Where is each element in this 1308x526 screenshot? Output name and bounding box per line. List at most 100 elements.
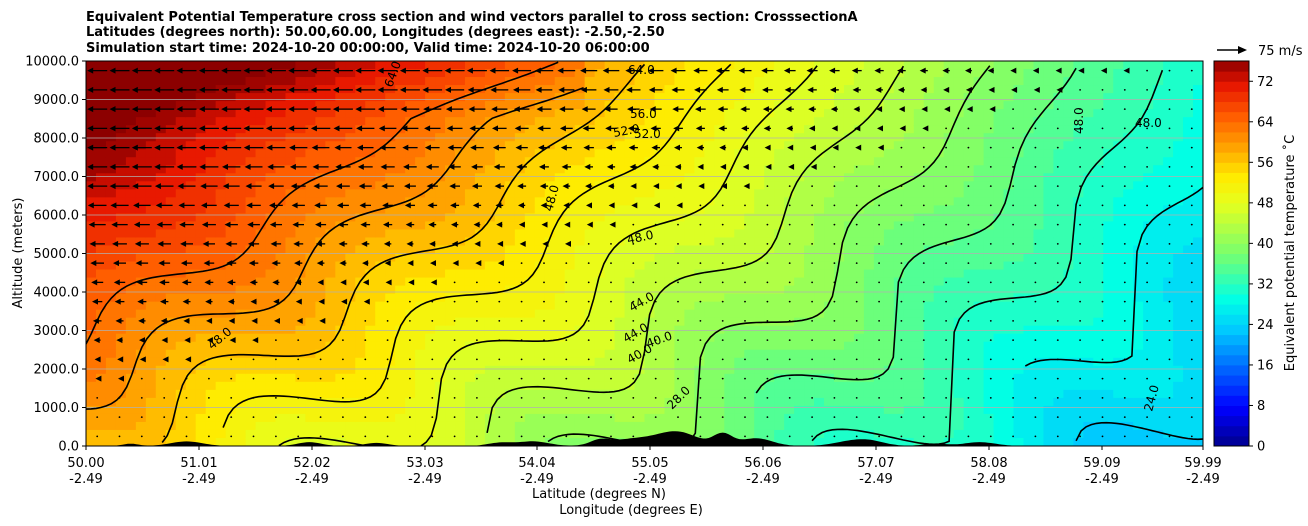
field-cell (165, 149, 177, 158)
field-cell (784, 229, 795, 239)
field-cell (86, 285, 97, 295)
field-cell (265, 165, 277, 174)
field-cell (275, 309, 287, 319)
field-cell (873, 405, 885, 415)
field-cell (624, 309, 636, 319)
field-cell (504, 173, 516, 182)
field-cell (345, 69, 356, 78)
field-cell (883, 389, 895, 399)
field-cell (415, 325, 426, 335)
field-cell (1043, 237, 1054, 247)
field-cell (754, 213, 765, 223)
field-cell (215, 269, 227, 279)
field-cell (105, 245, 117, 255)
field-cell (1073, 253, 1084, 263)
field-cell (634, 341, 646, 351)
field-cell (963, 189, 975, 198)
field-cell (435, 413, 446, 423)
field-cell (814, 61, 825, 70)
field-cell (584, 133, 596, 142)
field-cell (95, 69, 107, 78)
field-cell (983, 437, 995, 446)
field-cell (654, 181, 666, 190)
field-cell (923, 133, 935, 142)
field-cell (455, 437, 466, 446)
field-cell (883, 189, 895, 198)
field-cell (95, 237, 107, 247)
field-cell (1053, 373, 1064, 383)
field-cell (425, 309, 436, 319)
field-cell (574, 141, 586, 150)
field-cell (594, 421, 606, 431)
field-cell (724, 277, 735, 287)
field-cell (843, 349, 855, 359)
field-cell (544, 197, 556, 206)
field-cell (824, 397, 835, 407)
field-cell (464, 69, 476, 78)
field-cell (215, 389, 227, 399)
field-cell (415, 237, 426, 247)
field-cell (285, 101, 297, 110)
field-cell (614, 205, 626, 214)
field-cell (405, 269, 416, 279)
field-cell (1093, 309, 1104, 319)
field-cell (883, 117, 895, 126)
field-cell (125, 229, 137, 239)
field-cell (435, 277, 446, 287)
field-cell (634, 301, 646, 311)
field-cell (814, 373, 825, 383)
field-cell (455, 133, 466, 142)
field-cell (325, 245, 336, 255)
field-cell (814, 205, 825, 214)
field-cell (544, 421, 556, 431)
field-cell (684, 389, 695, 399)
field-cell (594, 397, 606, 407)
field-cell (873, 397, 885, 407)
field-cell (1043, 357, 1054, 367)
field-cell (1023, 293, 1035, 303)
field-cell (115, 269, 127, 279)
field-cell (265, 325, 277, 335)
field-cell (1023, 253, 1035, 263)
field-cell (903, 101, 915, 110)
field-cell (215, 437, 227, 446)
field-cell (275, 149, 287, 158)
field-cell (524, 197, 536, 206)
field-cell (983, 133, 995, 142)
field-cell (445, 269, 456, 279)
field-cell (225, 405, 237, 415)
field-cell (1003, 181, 1015, 190)
field-cell (774, 125, 785, 134)
field-cell (794, 125, 805, 134)
field-cell (315, 325, 326, 335)
field-cell (893, 133, 905, 142)
field-cell (963, 197, 975, 206)
field-cell (86, 365, 97, 375)
field-cell (724, 133, 735, 142)
field-cell (804, 381, 815, 391)
field-cell (913, 109, 925, 118)
field-cell (395, 157, 406, 166)
field-cell (325, 389, 336, 399)
field-cell (704, 365, 715, 375)
field-cell (704, 421, 715, 431)
field-cell (415, 293, 426, 303)
field-cell (594, 173, 606, 182)
field-cell (883, 349, 895, 359)
field-cell (614, 421, 626, 431)
field-cell (794, 277, 805, 287)
field-cell (544, 237, 556, 247)
field-cell (175, 149, 187, 158)
field-cell (1113, 349, 1124, 359)
field-cell (445, 277, 456, 287)
field-cell (455, 341, 466, 351)
field-cell (524, 181, 536, 190)
field-cell (115, 69, 127, 78)
field-cell (1003, 197, 1015, 206)
field-cell (1033, 101, 1045, 110)
field-cell (923, 309, 935, 319)
field-cell (714, 413, 725, 423)
field-cell (973, 173, 985, 182)
field-cell (455, 277, 466, 287)
field-cell (983, 325, 995, 335)
